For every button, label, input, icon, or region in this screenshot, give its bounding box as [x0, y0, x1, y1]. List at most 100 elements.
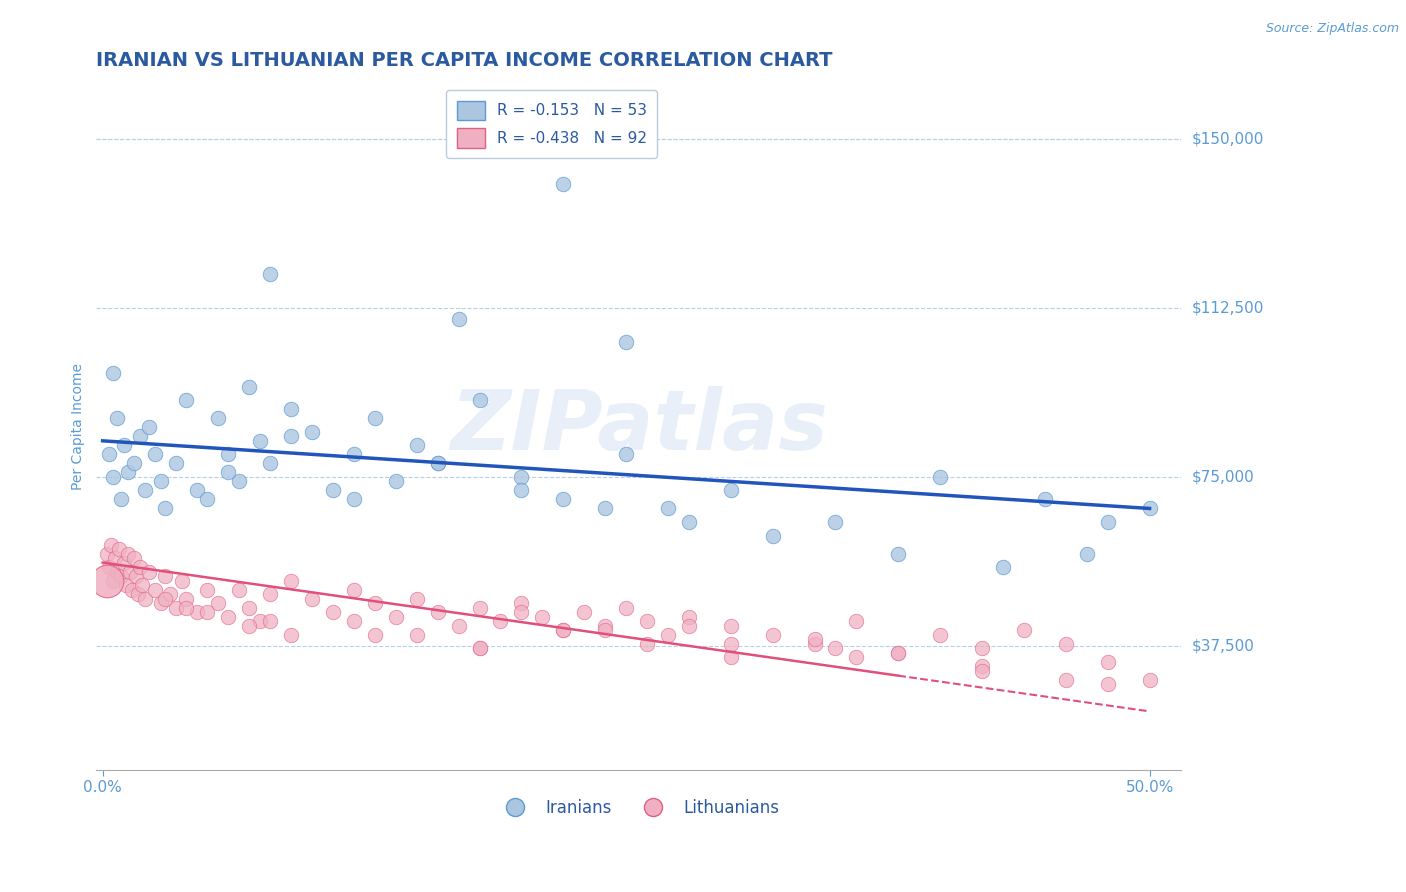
Point: [553, 624, 575, 638]
Point: [447, 618, 470, 632]
Point: [143, 582, 166, 597]
Point: [1033, 492, 1056, 507]
Point: [553, 177, 575, 191]
Point: [129, 560, 152, 574]
Point: [364, 628, 387, 642]
Point: [155, 569, 177, 583]
Point: [172, 574, 194, 588]
Point: [614, 447, 637, 461]
Point: [468, 600, 491, 615]
Point: [364, 411, 387, 425]
Y-axis label: Per Capita Income: Per Capita Income: [72, 363, 86, 490]
Point: [553, 624, 575, 638]
Point: [970, 659, 993, 673]
Point: [1097, 655, 1119, 669]
Point: [238, 600, 260, 615]
Text: $37,500: $37,500: [1192, 639, 1256, 654]
Point: [104, 551, 127, 566]
Point: [574, 605, 596, 619]
Point: [280, 402, 302, 417]
Point: [280, 574, 302, 588]
Point: [217, 609, 239, 624]
Point: [143, 447, 166, 461]
Point: [112, 556, 135, 570]
Point: [593, 618, 616, 632]
Legend: Iranians, Lithuanians: Iranians, Lithuanians: [492, 792, 786, 823]
Point: [259, 587, 281, 601]
Point: [657, 501, 679, 516]
Point: [105, 411, 128, 425]
Point: [678, 609, 700, 624]
Point: [228, 475, 250, 489]
Point: [101, 470, 124, 484]
Point: [1097, 677, 1119, 691]
Point: [238, 380, 260, 394]
Point: [96, 574, 118, 588]
Point: [720, 650, 742, 665]
Point: [970, 641, 993, 656]
Point: [129, 429, 152, 443]
Point: [122, 551, 145, 566]
Point: [134, 483, 156, 498]
Point: [131, 578, 153, 592]
Point: [259, 614, 281, 628]
Point: [97, 560, 120, 574]
Point: [1012, 624, 1035, 638]
Point: [101, 366, 124, 380]
Text: $75,000: $75,000: [1192, 469, 1254, 484]
Point: [929, 628, 952, 642]
Point: [150, 475, 173, 489]
Point: [426, 456, 449, 470]
Point: [1054, 637, 1077, 651]
Point: [614, 334, 637, 349]
Point: [887, 547, 910, 561]
Point: [657, 628, 679, 642]
Point: [447, 312, 470, 326]
Point: [929, 470, 952, 484]
Point: [468, 641, 491, 656]
Point: [96, 547, 118, 561]
Point: [112, 438, 135, 452]
Point: [1139, 501, 1161, 516]
Point: [970, 664, 993, 678]
Point: [384, 475, 406, 489]
Point: [138, 420, 160, 434]
Point: [217, 466, 239, 480]
Point: [280, 429, 302, 443]
Point: [195, 605, 218, 619]
Point: [186, 605, 208, 619]
Point: [824, 641, 846, 656]
Point: [249, 614, 271, 628]
Point: [195, 582, 218, 597]
Point: [217, 447, 239, 461]
Point: [593, 624, 616, 638]
Point: [426, 456, 449, 470]
Point: [1097, 515, 1119, 529]
Point: [1076, 547, 1098, 561]
Point: [468, 393, 491, 408]
Point: [762, 528, 785, 542]
Point: [301, 425, 323, 439]
Point: [845, 650, 868, 665]
Text: $150,000: $150,000: [1192, 131, 1264, 146]
Point: [138, 565, 160, 579]
Point: [887, 646, 910, 660]
Point: [110, 492, 132, 507]
Point: [405, 438, 427, 452]
Point: [720, 637, 742, 651]
Point: [343, 614, 366, 628]
Point: [195, 492, 218, 507]
Point: [678, 515, 700, 529]
Point: [364, 596, 387, 610]
Point: [114, 578, 136, 592]
Point: [155, 591, 177, 606]
Point: [384, 609, 406, 624]
Point: [100, 537, 122, 551]
Point: [121, 582, 143, 597]
Point: [636, 637, 658, 651]
Point: [593, 501, 616, 516]
Point: [301, 591, 323, 606]
Point: [117, 466, 139, 480]
Point: [845, 614, 868, 628]
Point: [531, 609, 554, 624]
